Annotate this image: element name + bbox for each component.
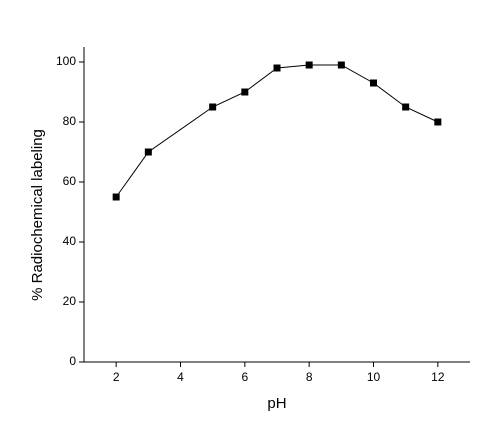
marker	[370, 79, 377, 87]
marker	[434, 118, 442, 126]
marker	[337, 61, 345, 69]
y-tick-label: 40	[63, 234, 77, 248]
x-axis-title: pH	[267, 395, 286, 412]
x-tick-label: 4	[177, 370, 184, 384]
x-tick-label: 6	[241, 370, 248, 384]
x-tick-label: 2	[113, 370, 120, 384]
y-tick-label: 100	[56, 54, 76, 68]
x-tick-label: 8	[306, 370, 313, 384]
y-tick-label: 60	[63, 174, 77, 188]
y-tick-label: 0	[69, 354, 76, 368]
x-tick-label: 12	[431, 370, 445, 384]
marker	[305, 61, 313, 69]
x-tick-label: 10	[367, 370, 381, 384]
marker	[144, 148, 152, 156]
marker	[273, 64, 281, 72]
y-axis-title: % Radiochemical labeling	[29, 129, 46, 301]
marker	[241, 88, 249, 96]
y-tick-label: 80	[63, 114, 77, 128]
marker	[402, 103, 410, 111]
marker	[112, 193, 120, 201]
marker	[209, 103, 217, 111]
y-tick-label: 20	[63, 294, 77, 308]
line	[115, 64, 439, 198]
